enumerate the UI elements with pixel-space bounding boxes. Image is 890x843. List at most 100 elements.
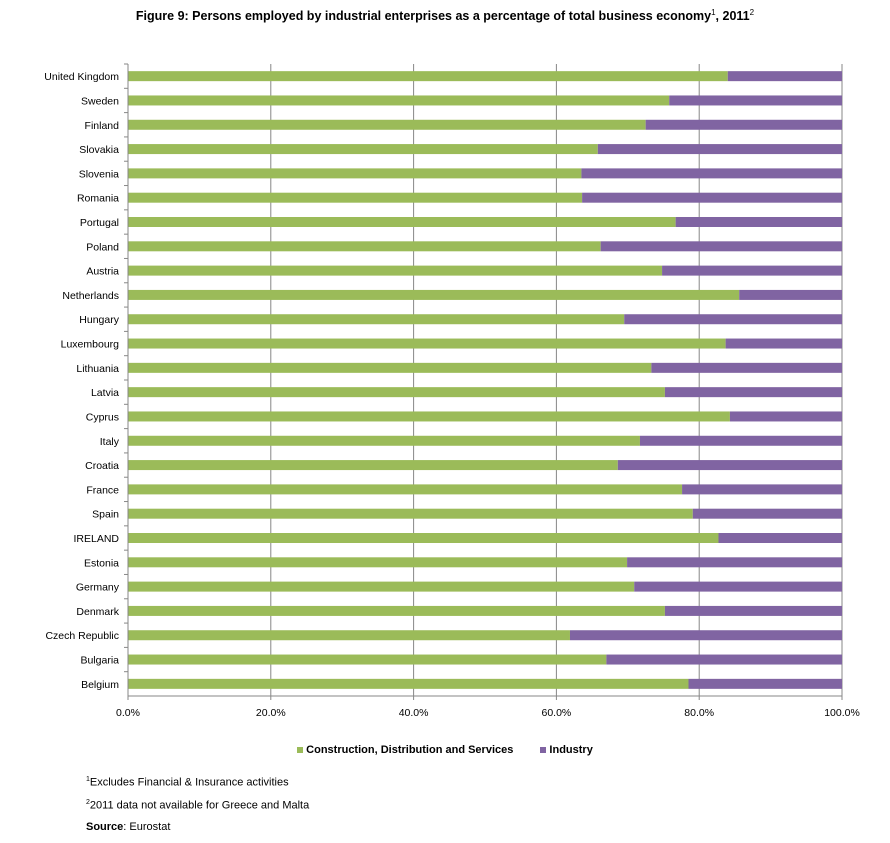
bar-construction <box>128 338 726 349</box>
bar-industry <box>624 314 842 325</box>
category-label: Latvia <box>91 387 119 399</box>
title-footnote-2: 2 <box>749 8 755 17</box>
bar-industry <box>725 338 842 349</box>
x-tick-labels: 0.0% 20.0% 40.0% 60.0% 80.0% 100.0% <box>116 707 860 719</box>
source-note: Source: Eurostat <box>86 821 309 833</box>
bar-industry <box>581 168 842 179</box>
footnote-2-text: 2011 data not available for Greece and M… <box>89 799 310 812</box>
category-label: Finland <box>85 120 120 132</box>
bar-industry <box>739 289 842 300</box>
category-label: Austria <box>86 266 119 278</box>
bar-industry <box>582 192 842 203</box>
bar-construction <box>128 71 728 82</box>
bar-industry <box>669 95 842 106</box>
category-label: Italy <box>100 436 120 448</box>
bar-industry <box>597 144 842 155</box>
bar-industry <box>688 678 842 689</box>
bar-construction <box>128 460 618 471</box>
category-label: Luxembourg <box>61 339 120 351</box>
bar-construction <box>128 678 689 689</box>
bar-construction <box>128 411 730 422</box>
bar-construction <box>128 484 683 495</box>
title-footnote-1: 1 <box>711 8 716 17</box>
bar-industry <box>727 71 842 82</box>
bar-industry <box>639 435 842 446</box>
category-label: France <box>86 484 119 496</box>
category-label: Belgium <box>81 679 119 691</box>
bar-construction <box>128 217 676 227</box>
source-text: : Eurostat <box>123 821 171 834</box>
category-label: Sweden <box>81 95 119 107</box>
bar-industry <box>692 508 842 519</box>
bar-construction <box>128 362 652 373</box>
category-label: IRELAND <box>73 533 119 545</box>
chart-title-text: Figure 9: Persons employed by industrial… <box>135 9 712 24</box>
bar-industry <box>664 605 842 616</box>
category-label: Bulgaria <box>80 655 119 667</box>
x-tick-label: 60.0% <box>542 707 572 719</box>
x-tick-label: 20.0% <box>256 707 286 719</box>
bar-construction <box>128 387 665 398</box>
footnote-1-text: Excludes Financial & Insurance activitie… <box>89 776 289 789</box>
category-label: Slovakia <box>79 144 119 156</box>
footnote-2: 22011 data not available for Greece and … <box>86 799 309 812</box>
category-label: United Kingdom <box>44 71 119 83</box>
bar-industry <box>606 654 842 665</box>
category-label: Slovenia <box>79 168 119 180</box>
chart-title-year: , 2011 <box>715 9 750 24</box>
legend-label-construction: Construction, Distribution and Services <box>306 744 514 756</box>
legend: Construction, Distribution and Services … <box>0 744 890 756</box>
category-label: Croatia <box>85 460 119 472</box>
bar-construction <box>128 605 665 616</box>
bar-construction <box>128 95 670 106</box>
bar-construction <box>128 557 628 568</box>
x-tick-label: 100.0% <box>824 707 860 719</box>
bar-industry <box>664 387 842 398</box>
category-label: Hungary <box>79 314 119 326</box>
bar-industry <box>617 460 842 471</box>
bar-construction <box>128 289 740 300</box>
source-label: Source <box>86 821 124 834</box>
bar-construction <box>128 241 601 252</box>
bar-construction <box>128 581 635 592</box>
bar-chart: United Kingdom Sweden Finland Slovakia Slove… <box>44 63 860 719</box>
bar-industry <box>600 241 842 252</box>
bar-construction <box>128 265 663 276</box>
bar-construction <box>128 119 646 130</box>
bar-industry <box>569 630 842 641</box>
gridlines <box>270 64 843 696</box>
category-label: Poland <box>86 241 119 253</box>
category-label: Germany <box>76 582 120 594</box>
bar-industry <box>645 119 842 130</box>
axes <box>124 63 843 700</box>
bar-construction <box>128 192 583 203</box>
legend-item-construction: Construction, Distribution and Services <box>297 744 513 756</box>
legend-swatch-construction <box>297 747 304 754</box>
bar-construction <box>128 168 582 179</box>
legend-label-industry: Industry <box>549 744 593 756</box>
footnote-2-marker: 2 <box>86 798 90 806</box>
x-tick-label: 40.0% <box>399 707 429 719</box>
bar-industry <box>651 362 842 373</box>
bar-industry <box>662 265 842 276</box>
category-label: Romania <box>77 193 119 205</box>
category-label: Lithuania <box>76 363 119 375</box>
footnotes: 1Excludes Financial & Insurance activiti… <box>86 776 309 843</box>
category-label: Netherlands <box>62 290 119 302</box>
category-label: Denmark <box>76 606 119 618</box>
category-label: Portugal <box>80 217 119 229</box>
x-tick-label: 0.0% <box>116 707 140 719</box>
footnote-1-marker: 1 <box>86 776 90 783</box>
bar-construction <box>128 630 570 641</box>
bar-construction <box>128 508 693 519</box>
legend-swatch-industry <box>540 747 547 754</box>
category-label: Cyprus <box>86 411 119 423</box>
bars <box>128 71 842 689</box>
bar-construction <box>128 314 625 325</box>
category-label: Czech Republic <box>45 630 119 642</box>
bar-construction <box>128 654 607 665</box>
category-label: Spain <box>92 509 119 521</box>
bar-industry <box>675 217 842 227</box>
bar-industry <box>718 533 842 543</box>
bar-industry <box>729 411 842 422</box>
